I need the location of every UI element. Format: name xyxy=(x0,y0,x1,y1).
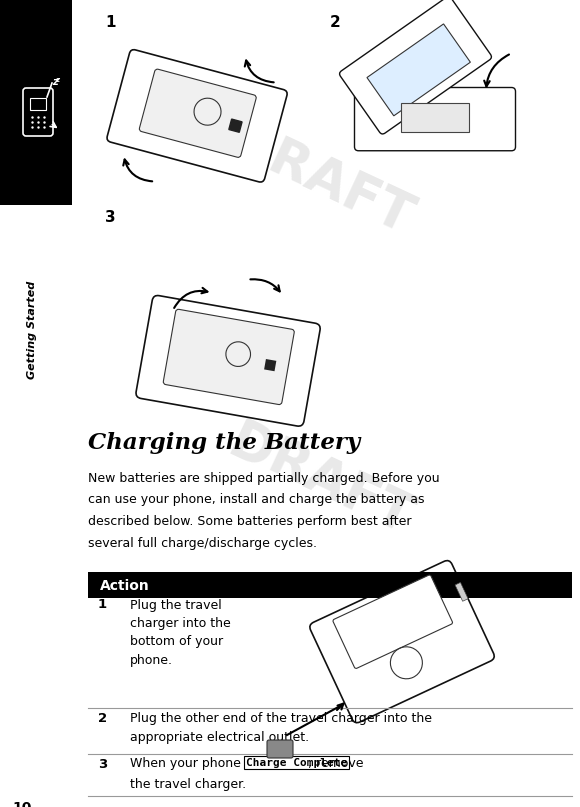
Text: 3: 3 xyxy=(105,210,115,225)
Bar xyxy=(30,98,46,110)
Bar xyxy=(88,572,572,599)
Text: Plug the other end of the travel charger into the
appropriate electrical outlet.: Plug the other end of the travel charger… xyxy=(130,712,432,743)
Text: Charging the Battery: Charging the Battery xyxy=(88,432,360,454)
FancyBboxPatch shape xyxy=(136,295,320,426)
Text: 10: 10 xyxy=(12,801,31,807)
Text: DRAFT: DRAFT xyxy=(220,115,420,245)
Text: Charge Complete: Charge Complete xyxy=(246,758,347,767)
Bar xyxy=(229,119,242,132)
Text: 2: 2 xyxy=(330,15,341,30)
Bar xyxy=(367,24,470,116)
FancyBboxPatch shape xyxy=(339,0,491,134)
Text: 1: 1 xyxy=(98,599,107,612)
FancyBboxPatch shape xyxy=(107,50,287,182)
Text: can use your phone, install and charge the battery as: can use your phone, install and charge t… xyxy=(88,494,425,507)
Text: Action: Action xyxy=(100,579,150,593)
Bar xyxy=(0,0,72,205)
FancyBboxPatch shape xyxy=(139,69,256,157)
Text: Plug the travel
charger into the
bottom of your
phone.: Plug the travel charger into the bottom … xyxy=(130,599,231,667)
FancyBboxPatch shape xyxy=(310,561,494,723)
Text: DRAFT: DRAFT xyxy=(220,415,420,546)
Text: , remove: , remove xyxy=(307,758,363,771)
Text: 1: 1 xyxy=(105,15,115,30)
Text: z: z xyxy=(55,77,59,83)
FancyBboxPatch shape xyxy=(333,575,452,668)
Bar xyxy=(264,359,276,371)
FancyBboxPatch shape xyxy=(267,740,293,758)
Text: Getting Started: Getting Started xyxy=(27,281,37,379)
Bar xyxy=(401,102,469,132)
Text: When your phone indicates: When your phone indicates xyxy=(130,758,306,771)
Text: z: z xyxy=(52,77,57,87)
FancyBboxPatch shape xyxy=(164,309,294,404)
FancyBboxPatch shape xyxy=(354,87,516,151)
Text: 3: 3 xyxy=(98,758,107,771)
Text: several full charge/discharge cycles.: several full charge/discharge cycles. xyxy=(88,537,317,550)
Bar xyxy=(455,583,468,601)
Text: described below. Some batteries perform best after: described below. Some batteries perform … xyxy=(88,515,411,528)
Text: New batteries are shipped partially charged. Before you: New batteries are shipped partially char… xyxy=(88,472,440,485)
Text: 2: 2 xyxy=(98,712,107,725)
Text: the travel charger.: the travel charger. xyxy=(130,778,246,791)
